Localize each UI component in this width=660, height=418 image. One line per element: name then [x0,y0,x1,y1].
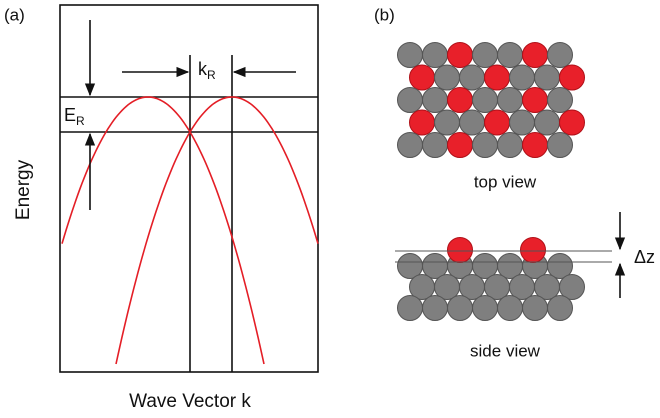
plot-frame [59,4,319,373]
gray-atom [559,274,585,300]
y-axis-label: Energy [13,159,34,220]
k-main: k [198,59,208,79]
gray-atom [422,132,448,158]
caption: top view [474,172,537,191]
e-label: ER [64,105,85,128]
red-atom [447,42,473,68]
gray-atom [459,64,485,91]
red-atom [409,64,435,91]
gray-atom [497,87,523,113]
gray-atom [472,132,498,158]
side-view-atoms [397,237,585,321]
red-atom [484,64,510,91]
gray-atom [422,295,448,321]
gray-atom [434,109,460,136]
gray-atom [547,295,573,321]
red-atom [522,42,548,68]
gray-atom [397,132,423,158]
red-atom [520,237,546,263]
gray-atom [547,87,573,113]
k-sub: R [207,68,216,82]
red-atom [559,109,585,136]
gray-atom [447,295,473,321]
gray-atom [497,132,523,158]
gray-atom [422,87,448,113]
x-axis-label: Wave Vector k [129,391,251,412]
red-atom [447,237,473,263]
gray-atom [397,42,423,68]
red-atom [484,109,510,136]
e-main: E [64,105,76,125]
gray-atom [509,64,535,91]
top-view-atoms [397,42,585,158]
red-atom [409,109,435,136]
gray-atom [397,295,423,321]
e-sub: R [76,114,85,128]
gray-atom [547,42,573,68]
gray-atom [497,42,523,68]
gray-atom [472,87,498,113]
gray-atom [534,109,560,136]
gray-atom [509,109,535,136]
caption: side view [470,341,541,360]
k-label: kR [198,59,216,82]
red-atom [447,132,473,158]
red-atom [522,87,548,113]
red-atom [447,87,473,113]
gray-atom [547,253,573,279]
dz-label: Δz [634,247,655,267]
dispersion-curves [61,96,319,365]
gray-atom [397,87,423,113]
gray-atom [522,295,548,321]
panel-label: (b) [374,5,395,24]
gray-atom [472,295,498,321]
gray-atom [459,109,485,136]
gray-atom [547,132,573,158]
gray-atom [434,64,460,91]
red-atom [522,132,548,158]
gray-atom [422,42,448,68]
panel-label: (a) [4,5,25,24]
red-atom [559,64,585,91]
gray-atom [472,42,498,68]
gray-atom [534,64,560,91]
gray-atom [497,295,523,321]
